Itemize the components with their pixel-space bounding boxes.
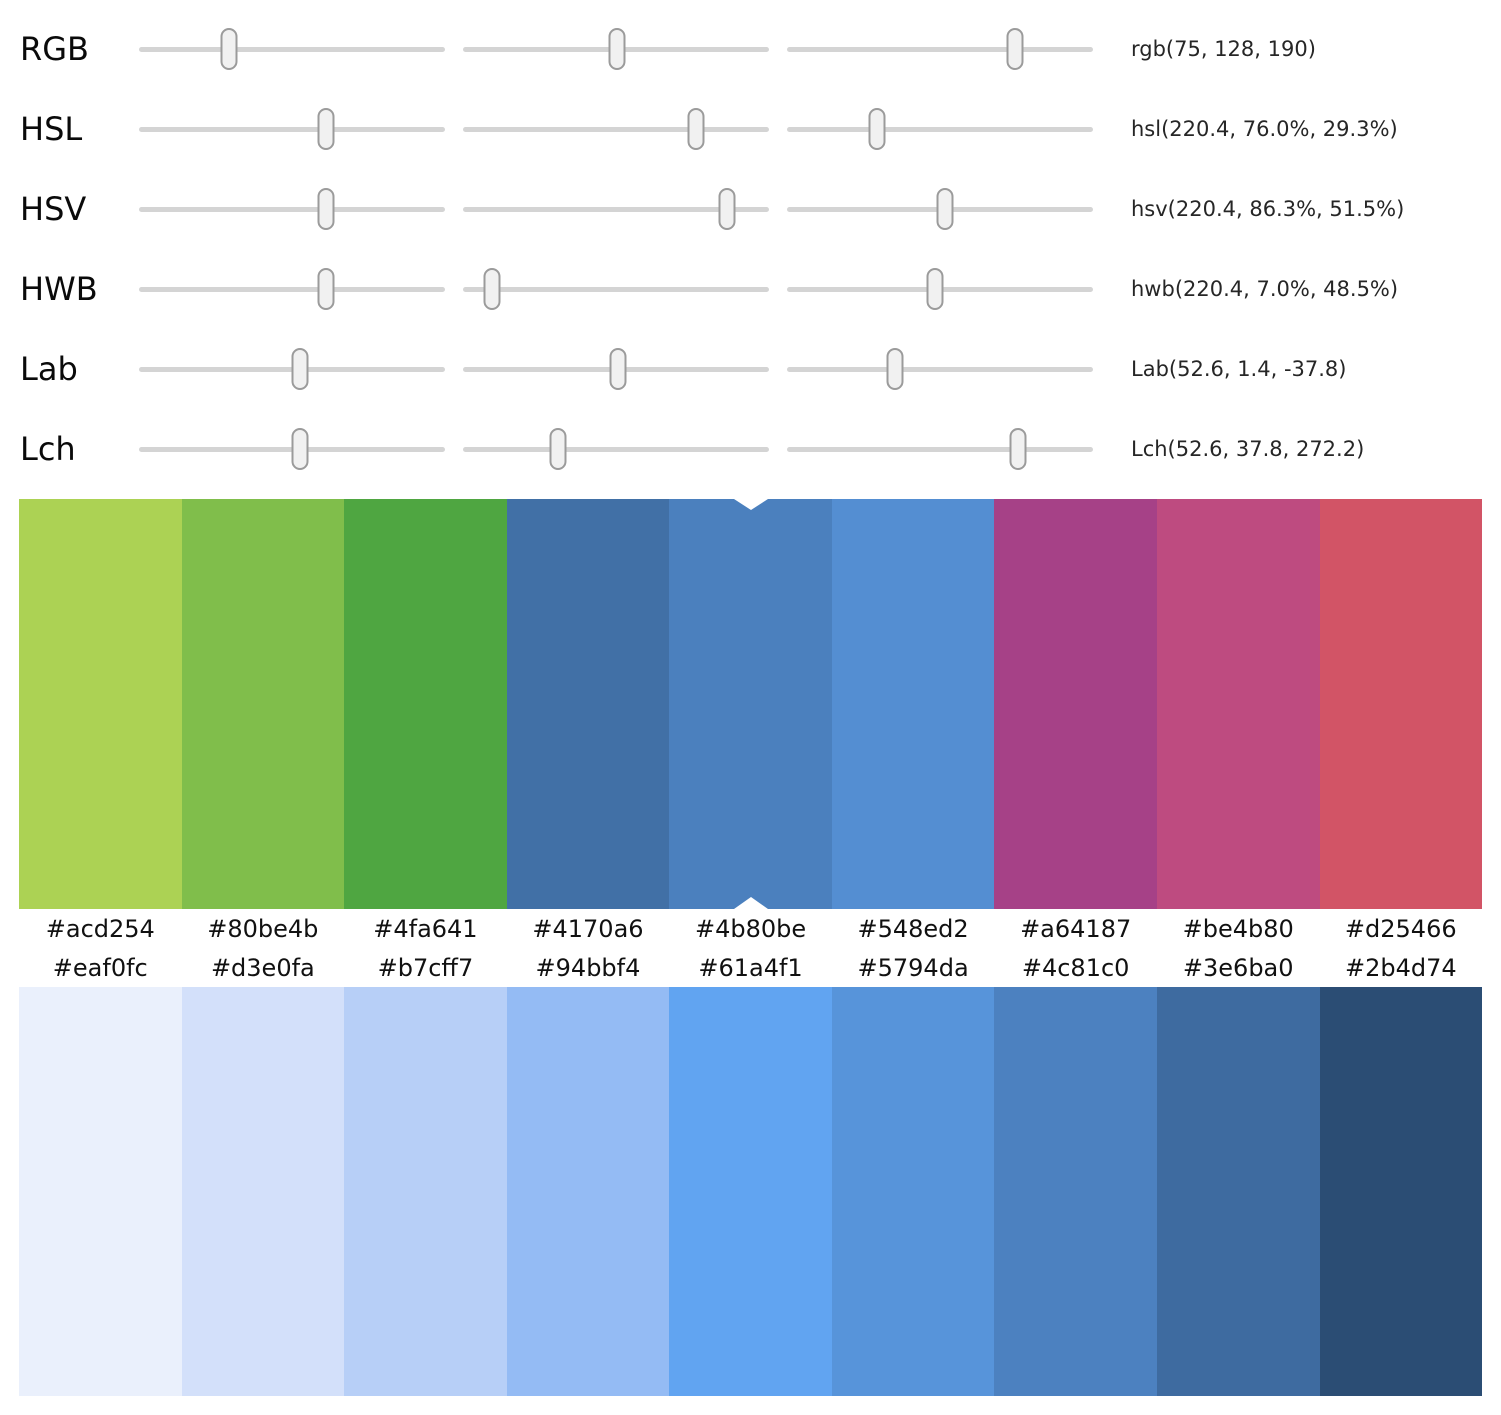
selected-swatch-marker-top [733,499,768,510]
rgb-blue-slider[interactable] [787,28,1093,70]
slider-thumb[interactable] [549,428,567,470]
hex-label: #5794da [857,953,969,982]
slider-thumb[interactable] [718,188,736,230]
slider-thumb[interactable] [220,28,238,70]
selected-swatch-marker-bottom [733,897,768,909]
hex-label: #2b4d74 [1344,953,1457,982]
palette-swatch[interactable] [1156,987,1320,1396]
hwb-value-text: hwb(220.4, 7.0%, 48.5%) [1131,277,1399,301]
palette-swatch[interactable] [1319,987,1483,1396]
slider-row-label: HSV [20,190,87,228]
hwb-whiteness-slider[interactable] [463,268,769,310]
palette-swatch[interactable] [994,987,1157,1396]
hex-label: #4fa641 [373,914,478,943]
slider-row-lab: Lab Lab(52.6, 1.4, -37.8) [0,329,1501,409]
slider-thumb[interactable] [868,108,886,150]
palette-swatch[interactable] [19,987,182,1396]
hex-label: #80be4b [207,914,319,943]
palette-swatch[interactable] [19,499,182,909]
hex-label: #3e6ba0 [1182,953,1294,982]
slider-thumb[interactable] [936,188,954,230]
rgb-green-slider[interactable] [463,28,769,70]
palette-swatch[interactable] [506,499,670,909]
hwb-blackness-slider[interactable] [787,268,1093,310]
slider-thumb[interactable] [483,268,501,310]
hsl-hue-slider[interactable] [139,108,445,150]
hex-label: #d3e0fa [210,953,315,982]
hsv-value-text: hsv(220.4, 86.3%, 51.5%) [1131,197,1405,221]
palette-swatch[interactable] [1156,499,1320,909]
slider-thumb[interactable] [608,28,626,70]
palette-swatch[interactable] [181,499,345,909]
lightness-palette [19,987,1483,1396]
slider-row-label: HWB [20,270,98,308]
slider-thumb[interactable] [609,348,627,390]
lch-value-text: Lch(52.6, 37.8, 272.2) [1131,437,1365,461]
slider-panel: RGB rgb(75, 128, 190) HSL hsl(220.4, 76.… [0,0,1501,489]
lab-value-text: Lab(52.6, 1.4, -37.8) [1131,357,1347,381]
rgb-red-slider[interactable] [139,28,445,70]
slider-thumb[interactable] [291,348,309,390]
hsl-saturation-slider[interactable] [463,108,769,150]
slider-row-label: RGB [20,30,89,68]
slider-row-rgb: RGB rgb(75, 128, 190) [0,9,1501,89]
hex-label: #d25466 [1344,914,1457,943]
palette-swatch[interactable] [669,987,832,1396]
slider-thumb[interactable] [1006,28,1024,70]
slider-row-lch: Lch Lch(52.6, 37.8, 272.2) [0,409,1501,489]
rgb-value-text: rgb(75, 128, 190) [1131,37,1316,61]
palette-swatch[interactable] [506,987,670,1396]
slider-thumb[interactable] [886,348,904,390]
palette-swatch[interactable] [344,499,507,909]
slider-thumb[interactable] [317,188,335,230]
hwb-hue-slider[interactable] [139,268,445,310]
hex-label: #acd254 [45,914,155,943]
slider-row-label: Lab [20,350,78,388]
palette-swatch[interactable] [669,499,832,909]
hsv-hue-slider[interactable] [139,188,445,230]
slider-thumb[interactable] [291,428,309,470]
slider-thumb[interactable] [317,268,335,310]
hex-label: #61a4f1 [698,953,803,982]
hex-label: #94bbf4 [535,953,641,982]
hsl-value-text: hsl(220.4, 76.0%, 29.3%) [1131,117,1398,141]
hex-label: #4b80be [694,914,807,943]
hex-label: #4c81c0 [1021,953,1130,982]
slider-thumb[interactable] [1009,428,1027,470]
slider-row-hsl: HSL hsl(220.4, 76.0%, 29.3%) [0,89,1501,169]
hsv-value-slider[interactable] [787,188,1093,230]
lch-hue-slider[interactable] [787,428,1093,470]
slider-row-label: Lch [20,430,76,468]
lab-a-slider[interactable] [463,348,769,390]
slider-row-hwb: HWB hwb(220.4, 7.0%, 48.5%) [0,249,1501,329]
hex-label: #b7cff7 [377,953,474,982]
lightness-hex-labels: #eaf0fc #d3e0fa #b7cff7 #94bbf4 #61a4f1 #5794… [19,948,1482,987]
lab-l-slider[interactable] [139,348,445,390]
palette-swatch[interactable] [831,987,995,1396]
palette-swatch[interactable] [181,987,345,1396]
hex-label: #be4b80 [1182,914,1294,943]
palette-swatch[interactable] [344,987,507,1396]
lab-b-slider[interactable] [787,348,1093,390]
slider-row-hsv: HSV hsv(220.4, 86.3%, 51.5%) [0,169,1501,249]
hsv-saturation-slider[interactable] [463,188,769,230]
hue-hex-labels: #acd254 #80be4b #4fa641 #4170a6 #4b80be #548e… [19,909,1482,948]
palette-swatch[interactable] [831,499,995,909]
hue-palette [19,499,1483,909]
hex-label: #548ed2 [857,914,969,943]
slider-thumb[interactable] [317,108,335,150]
palette-swatch[interactable] [994,499,1157,909]
hex-label: #4170a6 [532,914,644,943]
slider-thumb[interactable] [687,108,705,150]
lch-chroma-slider[interactable] [463,428,769,470]
hex-label: #a64187 [1020,914,1132,943]
lch-l-slider[interactable] [139,428,445,470]
slider-thumb[interactable] [926,268,944,310]
hsl-lightness-slider[interactable] [787,108,1093,150]
hex-label: #eaf0fc [52,953,148,982]
slider-row-label: HSL [20,110,83,148]
palette-swatch[interactable] [1319,499,1483,909]
